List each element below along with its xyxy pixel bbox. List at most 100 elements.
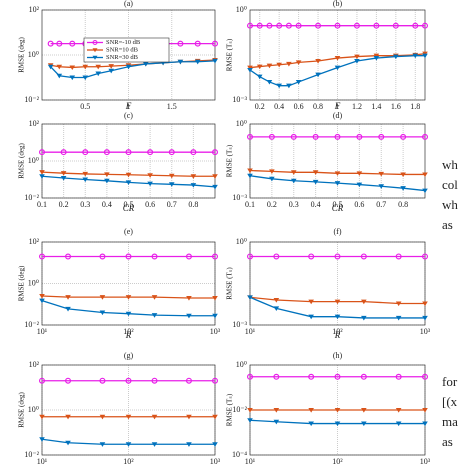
data-point bbox=[422, 133, 429, 140]
y-axis-label: RMSE (Tₛ) bbox=[226, 393, 234, 426]
data-point bbox=[334, 421, 341, 427]
y-axis-label: RMSE (deg) bbox=[18, 37, 26, 73]
data-point bbox=[125, 414, 132, 420]
x-tick-label: 0.4 bbox=[102, 200, 112, 209]
body-text: as bbox=[442, 217, 453, 232]
y-tick-label: 10⁻⁴ bbox=[232, 450, 247, 459]
y-tick-label: 10⁻² bbox=[24, 193, 39, 202]
data-point bbox=[185, 253, 192, 260]
x-tick-label: 10¹ bbox=[37, 327, 48, 336]
data-point bbox=[39, 298, 45, 304]
data-point bbox=[412, 53, 419, 59]
data-point bbox=[334, 133, 341, 140]
x-tick-label: 10¹ bbox=[37, 457, 48, 466]
data-point bbox=[95, 64, 102, 70]
data-point bbox=[422, 315, 428, 321]
x-tick-label: 0.2 bbox=[255, 102, 265, 111]
data-point bbox=[212, 58, 218, 64]
data-point bbox=[276, 62, 282, 68]
data-point bbox=[39, 414, 45, 420]
data-point bbox=[125, 64, 132, 70]
data-point bbox=[108, 68, 114, 74]
data-point bbox=[356, 171, 363, 176]
x-axis-label: CR bbox=[123, 203, 135, 213]
data-point bbox=[82, 64, 89, 70]
data-point bbox=[334, 373, 341, 380]
data-point bbox=[312, 170, 319, 175]
data-point bbox=[65, 306, 71, 312]
data-point bbox=[308, 253, 315, 260]
data-point bbox=[354, 58, 360, 64]
data-point bbox=[104, 172, 110, 177]
data-point bbox=[373, 22, 380, 29]
data-point bbox=[247, 133, 254, 140]
data-point bbox=[99, 253, 106, 260]
y-axis-label: RMSE (deg) bbox=[18, 143, 26, 179]
data-point bbox=[38, 149, 45, 156]
data-point bbox=[82, 171, 89, 177]
data-point bbox=[378, 133, 385, 140]
data-point bbox=[151, 253, 158, 260]
data-point bbox=[315, 58, 321, 64]
data-point bbox=[266, 79, 273, 85]
y-tick-label: 10⁻² bbox=[232, 405, 247, 414]
panel-title: (g) bbox=[124, 351, 134, 360]
data-point bbox=[290, 133, 297, 140]
x-tick-label: 10² bbox=[123, 457, 134, 466]
data-point bbox=[286, 61, 292, 67]
x-tick-label: 10¹ bbox=[245, 457, 256, 466]
body-text: wh bbox=[442, 197, 458, 212]
y-tick-label: 10⁻³ bbox=[232, 193, 247, 202]
data-point bbox=[65, 295, 71, 300]
data-point bbox=[353, 22, 360, 29]
data-point bbox=[47, 64, 54, 70]
data-point bbox=[276, 22, 283, 29]
data-point bbox=[212, 414, 218, 420]
legend-marker bbox=[92, 40, 98, 45]
data-point bbox=[360, 253, 367, 260]
data-point bbox=[212, 377, 219, 384]
data-point bbox=[273, 408, 280, 413]
x-axis-label: R bbox=[125, 330, 132, 340]
data-point bbox=[99, 295, 106, 300]
x-tick-label: 1 bbox=[127, 102, 131, 111]
data-point bbox=[334, 65, 341, 71]
y-tick-label: 10² bbox=[29, 237, 40, 246]
y-tick-label: 10⁰ bbox=[28, 278, 39, 287]
data-point bbox=[373, 53, 380, 59]
data-point bbox=[108, 64, 114, 69]
data-point bbox=[308, 299, 314, 305]
data-point bbox=[82, 177, 89, 183]
data-point bbox=[185, 377, 192, 384]
x-tick-label: 1.8 bbox=[410, 102, 420, 111]
y-tick-label: 10² bbox=[29, 119, 40, 128]
data-point bbox=[334, 408, 341, 413]
data-point bbox=[177, 59, 184, 65]
data-point bbox=[247, 22, 254, 29]
y-tick-label: 10⁻³ bbox=[232, 95, 247, 104]
data-point bbox=[39, 437, 45, 442]
data-point bbox=[422, 408, 428, 413]
data-point bbox=[190, 183, 197, 188]
data-point bbox=[395, 408, 402, 413]
data-point bbox=[273, 419, 280, 425]
data-point bbox=[361, 299, 367, 305]
data-point bbox=[194, 40, 201, 47]
data-point bbox=[65, 440, 71, 446]
y-axis-label: RMSE (deg) bbox=[18, 265, 26, 301]
x-axis-label: R bbox=[334, 330, 341, 340]
y-tick-label: 10⁰ bbox=[236, 360, 247, 369]
data-point bbox=[266, 22, 273, 29]
data-point bbox=[308, 408, 314, 413]
data-point bbox=[269, 176, 275, 182]
x-tick-label: 0.3 bbox=[80, 200, 90, 209]
legend-marker bbox=[92, 55, 98, 60]
data-point bbox=[99, 310, 106, 316]
data-point bbox=[395, 373, 402, 380]
legend-marker bbox=[92, 48, 98, 53]
data-point bbox=[312, 179, 319, 185]
data-point bbox=[82, 75, 89, 81]
y-tick-label: 10⁰ bbox=[28, 50, 39, 59]
data-point bbox=[269, 169, 275, 174]
data-point bbox=[125, 442, 132, 447]
